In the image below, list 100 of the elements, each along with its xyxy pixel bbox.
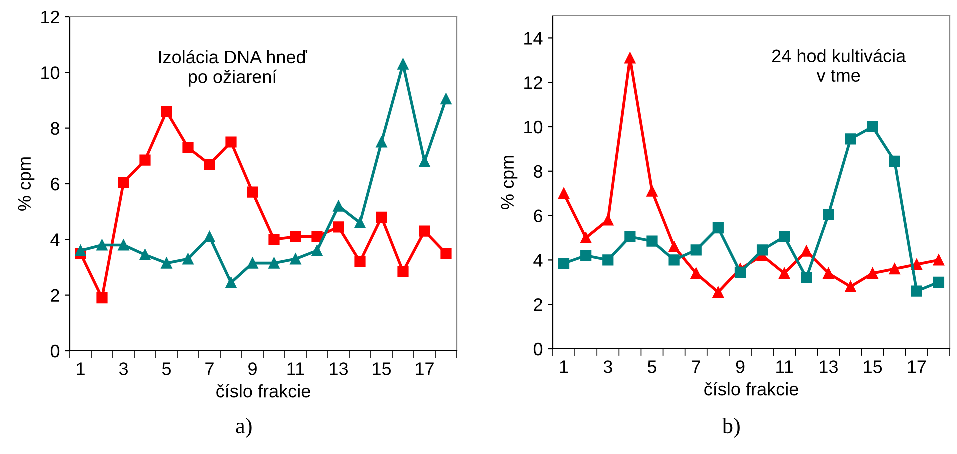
point: [823, 268, 834, 280]
point: [226, 277, 237, 288]
x-tick-label: 11: [288, 362, 304, 376]
point: [933, 276, 945, 288]
point: [911, 286, 922, 297]
point: [558, 258, 570, 270]
point: [646, 186, 658, 197]
point: [624, 231, 636, 242]
point: [801, 246, 812, 257]
point: [354, 256, 366, 268]
point: [779, 268, 790, 280]
y-tick-label: 14: [524, 32, 543, 45]
point: [140, 249, 151, 261]
x-tick-label: 15: [373, 362, 392, 376]
point: [75, 245, 86, 256]
y-tick-label: 4: [50, 234, 60, 246]
point: [96, 292, 108, 304]
x-tick-label: 9: [736, 360, 745, 374]
x-tick-label: 13: [820, 360, 838, 374]
point: [845, 134, 856, 145]
y-tick-label: 10: [42, 66, 60, 80]
annotation: 24 hod kultivácia v tme: [772, 49, 906, 82]
point: [376, 212, 388, 223]
text: a): [236, 418, 252, 438]
point: [312, 245, 323, 256]
point: [182, 142, 194, 154]
point: [690, 268, 702, 280]
point: [734, 266, 746, 278]
point: [118, 240, 130, 251]
y-tick-label: 8: [51, 122, 60, 136]
point: [161, 106, 172, 118]
x-tick-label: 3: [604, 360, 612, 374]
point: [602, 254, 614, 266]
y-tick-label: 12: [42, 10, 60, 24]
x-axis-title: číslo frakcie: [704, 382, 798, 396]
y-axis-title: % cpm: [18, 158, 35, 211]
point: [398, 58, 409, 70]
point: [268, 234, 280, 246]
annotation: Izolácia DNA hneď po ožiarení: [159, 50, 308, 87]
y-tick-label: 0: [50, 344, 60, 358]
point: [268, 258, 280, 269]
x-tick-label: 17: [416, 362, 434, 376]
point: [204, 158, 216, 170]
point: [602, 214, 614, 226]
x-tick-label: 15: [864, 360, 882, 374]
point: [823, 209, 834, 220]
x-tick-label: 1: [77, 362, 85, 376]
y-tick-label: 10: [524, 120, 543, 134]
point: [889, 156, 900, 167]
point: [312, 231, 323, 242]
point: [668, 254, 680, 266]
point: [889, 264, 900, 275]
x-tick-label: 9: [248, 362, 257, 376]
x-tick-label: 5: [648, 360, 657, 374]
x-tick-label: 3: [119, 362, 128, 376]
point: [756, 244, 768, 256]
x-tick-label: 11: [776, 360, 794, 374]
y-tick-label: 0: [534, 342, 543, 356]
point: [440, 248, 452, 260]
point: [290, 254, 302, 265]
point: [118, 177, 130, 188]
y-axis-title: % cpm: [501, 156, 518, 210]
x-tick-label: 7: [692, 360, 700, 374]
point: [712, 286, 724, 298]
point: [290, 231, 302, 242]
point: [398, 266, 409, 278]
point: [867, 268, 878, 280]
x-tick-label: 13: [330, 362, 348, 376]
y-tick-label: 12: [524, 76, 542, 90]
y-tick-label: 8: [534, 165, 542, 178]
point: [558, 188, 570, 200]
point: [419, 226, 430, 237]
point: [161, 258, 172, 269]
text: b): [722, 418, 740, 438]
point: [419, 156, 430, 168]
point: [182, 254, 194, 265]
point: [247, 186, 258, 198]
point: [801, 272, 812, 284]
point: [580, 232, 592, 244]
point: [247, 258, 258, 269]
point: [624, 52, 636, 64]
point: [333, 200, 344, 212]
point: [779, 231, 790, 242]
point: [226, 136, 237, 148]
point: [140, 154, 151, 166]
point: [354, 217, 366, 229]
point: [867, 121, 878, 133]
y-tick-label: 2: [51, 289, 60, 302]
point: [580, 250, 592, 262]
x-axis-title: číslo frakcie: [216, 384, 310, 398]
point: [690, 244, 702, 256]
point: [96, 240, 108, 251]
point: [204, 231, 216, 242]
x-tick-label: 17: [908, 360, 926, 374]
y-tick-label: 4: [534, 254, 543, 267]
y-tick-label: 2: [534, 298, 542, 312]
point: [376, 136, 388, 148]
x-tick-label: 1: [560, 360, 568, 374]
y-tick-label: 6: [534, 210, 542, 223]
x-tick-label: 5: [162, 362, 172, 376]
